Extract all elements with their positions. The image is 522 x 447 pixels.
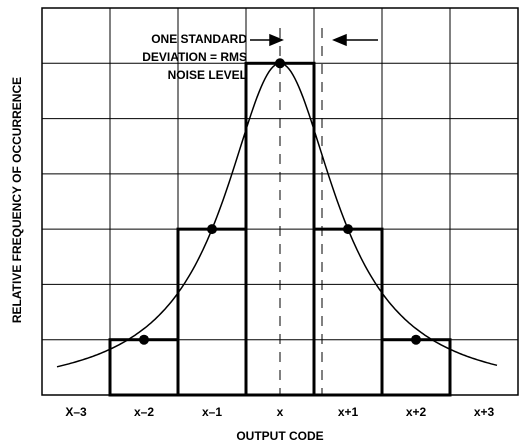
point (411, 334, 421, 345)
arrow-head (269, 33, 284, 47)
x-tick-label: x+2 (406, 405, 427, 419)
x-tick-label: x (277, 405, 284, 419)
x-tick-label: x+3 (474, 405, 495, 419)
point (343, 224, 353, 235)
sigma-arrows (250, 33, 378, 47)
bar (176, 227, 248, 397)
y-axis-label: RELATIVE FREQUENCY OF OCCURRENCE (10, 77, 24, 323)
point (139, 334, 149, 345)
annotation: NOISE LEVEL (168, 68, 247, 82)
x-tick-label: x–2 (134, 405, 154, 419)
bar (312, 227, 384, 397)
point (275, 58, 285, 69)
point (207, 224, 217, 235)
annotation: DEVIATION = RMS (142, 50, 247, 64)
arrow-head (332, 33, 347, 47)
x-axis-label: OUTPUT CODE (236, 429, 323, 443)
fit-curve (56, 62, 498, 368)
annotation: ONE STANDARD (151, 32, 247, 46)
bar (380, 338, 452, 397)
x-tick-label: x+1 (338, 405, 359, 419)
x-tick-label: x–1 (202, 405, 222, 419)
bar (108, 338, 180, 397)
x-tick-label: X–3 (65, 405, 87, 419)
